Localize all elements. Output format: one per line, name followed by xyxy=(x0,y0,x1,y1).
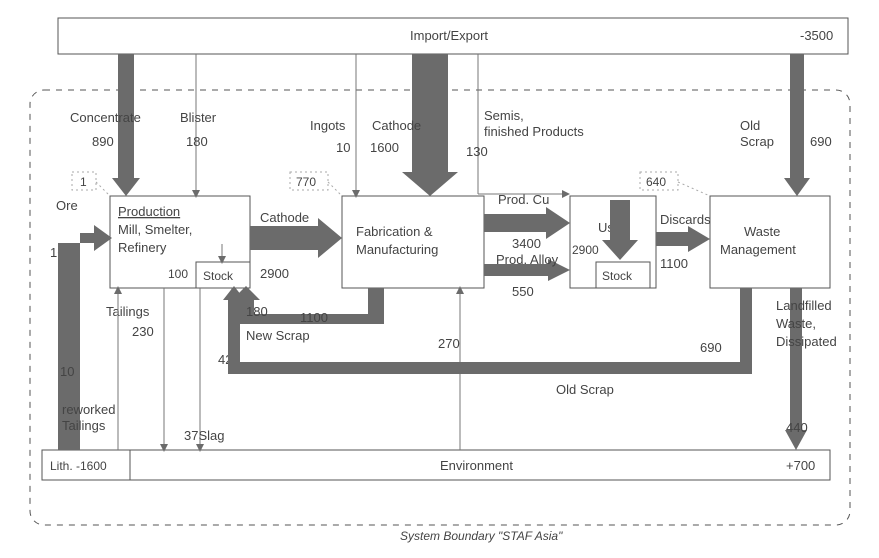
production-stock-label: Stock xyxy=(203,269,234,283)
reworked-label2: Tailings xyxy=(62,418,106,433)
new-scrap-label: New Scrap xyxy=(246,328,310,343)
discards-value: 1100 xyxy=(660,256,688,271)
semis-label2: finished Products xyxy=(484,124,584,139)
landfilled-1: Landfilled xyxy=(776,298,832,313)
waste-label1: Waste xyxy=(744,224,780,239)
use-stock-label: Stock xyxy=(602,269,633,283)
dotted-3-line xyxy=(678,182,710,196)
production-title: Production xyxy=(118,204,180,219)
tailings-label: Tailings xyxy=(106,304,150,319)
old-scrap-in-value: 690 xyxy=(810,134,832,149)
concentrate-value: 890 xyxy=(92,134,114,149)
discards-arrow xyxy=(656,226,710,252)
prod-alloy-value: 550 xyxy=(512,284,534,299)
old-scrap-in-label2: Scrap xyxy=(740,134,774,149)
new-scrap-180: 180 xyxy=(246,304,268,319)
prod-alloy-label: Prod. Alloy xyxy=(496,252,559,267)
production-sub1: Mill, Smelter, xyxy=(118,222,192,237)
old-scrap-in-arrow xyxy=(784,54,810,196)
production-stock-value: 100 xyxy=(168,267,188,281)
prod-cu-label: Prod. Cu xyxy=(498,192,549,207)
import-export-label: Import/Export xyxy=(410,28,488,43)
fabrication-label1: Fabrication & xyxy=(356,224,433,239)
reworked-label1: reworked xyxy=(62,402,115,417)
new-scrap-1100: 1100 xyxy=(300,310,328,325)
cathode-in-label: Cathode xyxy=(372,118,421,133)
reworked-value: 10 xyxy=(60,364,74,379)
landfilled-2: Waste, xyxy=(776,316,816,331)
tailings-value: 230 xyxy=(132,324,154,339)
slag-label: 37Slag xyxy=(184,428,224,443)
waste-label2: Management xyxy=(720,242,796,257)
prod-cu-value: 3400 xyxy=(512,236,541,251)
semis-value: 130 xyxy=(466,144,488,159)
dotted-2: 770 xyxy=(296,175,316,189)
fabrication-label2: Manufacturing xyxy=(356,242,438,257)
dotted-2-line xyxy=(328,182,342,196)
old-scrap-back-label: Old Scrap xyxy=(556,382,614,397)
environment-value: +700 xyxy=(786,458,815,473)
env-up-value: 270 xyxy=(438,336,460,351)
production-sub2: Refinery xyxy=(118,240,167,255)
landfilled-value: 440 xyxy=(786,420,808,435)
ingots-label: Ingots xyxy=(310,118,346,133)
concentrate-arrow xyxy=(112,54,140,196)
cathode-mid-label: Cathode xyxy=(260,210,309,225)
dotted-1-line xyxy=(96,182,110,196)
use-stock-value: 2900 xyxy=(572,243,599,257)
landfilled-3: Dissipated xyxy=(776,334,837,349)
dotted-3: 640 xyxy=(646,175,666,189)
cathode-in-value: 1600 xyxy=(370,140,399,155)
old-scrap-back-value: 690 xyxy=(700,340,722,355)
ore-label: Ore xyxy=(56,198,78,213)
concentrate-label: Concentrate xyxy=(70,110,141,125)
blister-value: 180 xyxy=(186,134,208,149)
import-export-value: -3500 xyxy=(800,28,833,43)
blister-label: Blister xyxy=(180,110,217,125)
boundary-label: System Boundary "STAF Asia" xyxy=(400,529,563,543)
lith-label: Lith. -1600 xyxy=(50,459,107,473)
discards-label: Discards xyxy=(660,212,711,227)
cathode-mid-value: 2900 xyxy=(260,266,289,281)
old-scrap-in-label1: Old xyxy=(740,118,760,133)
prod-cu-arrow xyxy=(484,207,570,239)
ingots-value: 10 xyxy=(336,140,350,155)
semis-label1: Semis, xyxy=(484,108,524,123)
dotted-1: 1 xyxy=(80,175,87,189)
environment-label: Environment xyxy=(440,458,513,473)
